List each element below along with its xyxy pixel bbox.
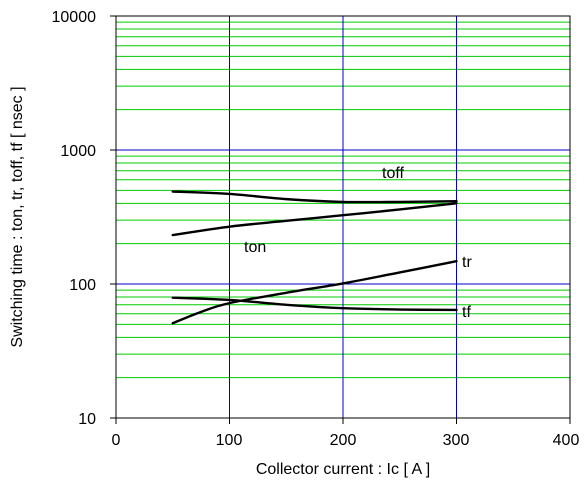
x-axis-label: Collector current : Ic [ A ] (256, 461, 430, 478)
y-tick-label: 1000 (60, 143, 96, 160)
x-tick-label: 200 (330, 432, 357, 449)
series-line-ton (173, 203, 457, 235)
series-lines (173, 192, 457, 324)
x-tick-label: 100 (216, 432, 243, 449)
y-axis-label: Switching time : ton, tr, toff, tf [ nse… (9, 86, 26, 347)
y-tick-label: 10000 (52, 9, 97, 26)
y-tick-label: 100 (69, 277, 96, 294)
series-line-toff (173, 192, 457, 203)
y-tick-labels: 10 100 1000 10000 (52, 9, 97, 428)
major-gridlines (116, 16, 570, 418)
series-label-tr: tr (462, 254, 472, 271)
x-tick-label: 300 (443, 432, 470, 449)
x-tick-labels: 0 100 200 300 400 (112, 432, 580, 449)
series-label-toff: toff (382, 165, 405, 182)
series-labels: toff ton tr tf (244, 165, 472, 321)
y-tick-label: 10 (78, 411, 96, 428)
x-tick-label: 0 (112, 432, 121, 449)
series-label-tf: tf (462, 304, 471, 321)
x-tick-label: 400 (553, 432, 580, 449)
series-label-ton: ton (244, 239, 266, 256)
